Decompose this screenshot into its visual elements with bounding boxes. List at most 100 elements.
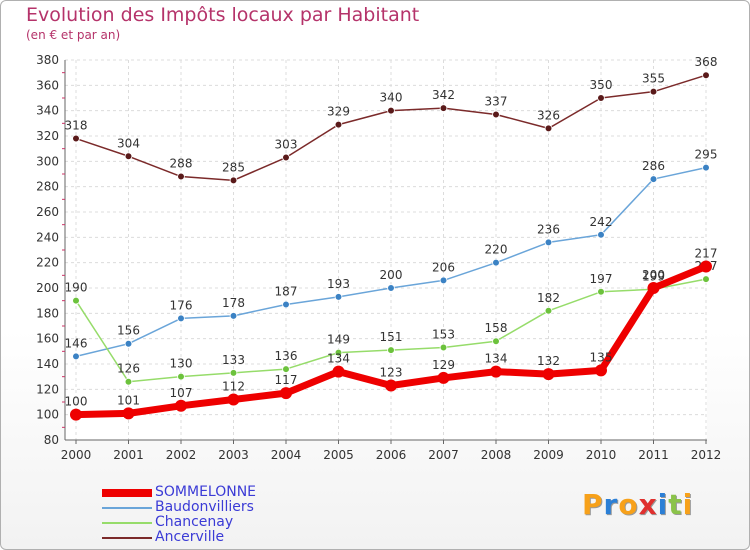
- data-point: [439, 343, 448, 352]
- data-point: [229, 312, 238, 320]
- data-label: 355: [642, 72, 665, 86]
- y-tick-label: 100: [36, 408, 59, 422]
- legend-item: SOMMELONNE: [102, 484, 256, 500]
- data-label: 134: [485, 352, 508, 366]
- logo-letter: i: [657, 488, 669, 521]
- data-label: 130: [170, 357, 193, 371]
- data-point: [124, 152, 133, 161]
- data-label: 176: [170, 298, 193, 312]
- legend-item: Chancenay: [102, 514, 256, 530]
- data-point: [544, 124, 553, 133]
- data-point: [124, 377, 133, 386]
- data-label: 190: [65, 281, 88, 295]
- x-tick-label: 2009: [533, 448, 564, 462]
- data-label: 136: [275, 349, 298, 363]
- data-label: 182: [537, 291, 560, 305]
- data-point: [702, 163, 710, 172]
- data-point: [597, 231, 605, 239]
- data-point: [597, 94, 605, 102]
- data-label: 132: [537, 354, 560, 368]
- legend-swatch: [102, 536, 152, 539]
- data-point: [282, 365, 290, 373]
- data-point: [334, 293, 343, 301]
- x-tick-label: 2012: [691, 448, 722, 462]
- data-point: [649, 87, 658, 96]
- data-point: [70, 408, 82, 421]
- data-point: [334, 120, 343, 129]
- x-tick-label: 2006: [376, 448, 407, 462]
- data-label: 206: [432, 260, 455, 274]
- data-label: 236: [537, 222, 560, 236]
- y-tick-label: 200: [36, 281, 59, 295]
- data-label: 220: [485, 243, 508, 257]
- x-tick-label: 2000: [61, 448, 92, 462]
- data-label: 153: [432, 328, 455, 342]
- data-point: [544, 238, 553, 247]
- logo-letter: i: [682, 488, 694, 521]
- data-point: [72, 134, 80, 143]
- logo-letter: r: [603, 488, 619, 521]
- data-label: 217: [695, 246, 718, 260]
- data-label: 135: [590, 350, 613, 364]
- data-point: [280, 387, 292, 400]
- logo-letter: x: [638, 488, 658, 521]
- data-label: 197: [590, 272, 613, 286]
- x-tick-label: 2003: [218, 448, 249, 462]
- y-tick-label: 360: [36, 78, 59, 92]
- data-point: [124, 339, 133, 348]
- data-point: [332, 365, 345, 378]
- data-point: [177, 314, 185, 323]
- data-label: 133: [222, 353, 245, 367]
- legend-label: Chancenay: [155, 514, 234, 530]
- logo-letter: t: [668, 488, 683, 521]
- data-point: [492, 337, 500, 346]
- x-tick-label: 2001: [113, 448, 144, 462]
- x-tick-label: 2011: [638, 448, 669, 462]
- data-point: [492, 258, 500, 267]
- y-tick-label: 380: [36, 53, 59, 67]
- data-label: 100: [65, 395, 88, 409]
- y-tick-label: 300: [36, 154, 59, 168]
- data-label: 193: [327, 277, 350, 291]
- legend-swatch: [102, 521, 152, 524]
- data-label: 156: [117, 324, 140, 338]
- data-label: 117: [275, 373, 298, 387]
- data-point: [387, 284, 395, 292]
- data-label: 329: [327, 105, 350, 119]
- data-label: 134: [327, 352, 350, 366]
- y-tick-label: 240: [36, 230, 59, 244]
- data-label: 112: [222, 379, 245, 393]
- x-tick-label: 2010: [586, 448, 617, 462]
- data-point: [175, 399, 187, 412]
- x-tick-label: 2007: [428, 448, 459, 462]
- data-label: 342: [432, 88, 455, 102]
- data-point: [439, 104, 448, 112]
- data-label: 178: [222, 296, 245, 310]
- data-label: 146: [65, 336, 88, 350]
- x-tick-label: 2008: [481, 448, 512, 462]
- data-point: [72, 352, 80, 361]
- data-point: [177, 372, 185, 381]
- data-label: 295: [695, 148, 718, 162]
- x-tick-label: 2005: [323, 448, 354, 462]
- legend-label: Ancerville: [155, 529, 225, 545]
- data-label: 285: [222, 160, 245, 174]
- y-tick-label: 260: [36, 205, 59, 219]
- data-label: 200: [642, 268, 665, 282]
- data-label: 187: [275, 284, 298, 298]
- legend-item: Baudonvilliers: [102, 499, 256, 515]
- data-point: [700, 260, 712, 273]
- data-point: [647, 282, 660, 294]
- data-label: 303: [275, 138, 298, 152]
- data-label: 326: [537, 108, 560, 122]
- data-point: [229, 176, 238, 185]
- logo-letter: o: [618, 488, 639, 521]
- data-point: [227, 393, 240, 406]
- data-point: [122, 407, 135, 420]
- data-point: [490, 365, 502, 378]
- data-label: 350: [590, 78, 613, 92]
- data-label: 304: [117, 136, 140, 150]
- data-label: 158: [485, 321, 508, 335]
- y-tick-label: 120: [36, 382, 59, 396]
